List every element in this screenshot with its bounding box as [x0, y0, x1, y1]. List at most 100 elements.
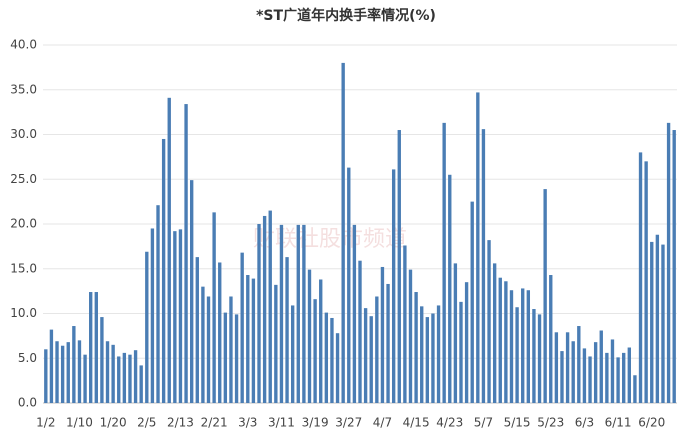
bar — [554, 332, 559, 403]
bar — [218, 262, 222, 403]
bar — [526, 290, 531, 403]
x-tick-label: 5/23 — [537, 416, 564, 430]
bar — [582, 348, 587, 403]
bar — [184, 104, 188, 403]
bar — [655, 234, 660, 403]
x-tick-label: 4/23 — [436, 416, 463, 430]
bar — [588, 356, 592, 403]
bar — [285, 257, 289, 403]
bar — [492, 263, 497, 403]
bar — [358, 260, 362, 403]
x-tick-label: 1/10 — [66, 416, 93, 430]
bar — [431, 313, 435, 403]
bar — [459, 301, 463, 403]
bar — [650, 241, 654, 403]
bar — [117, 356, 121, 403]
bar — [257, 224, 261, 403]
bar — [403, 245, 407, 403]
bar — [448, 174, 452, 403]
bar — [397, 130, 401, 403]
bar — [66, 342, 70, 403]
bar — [352, 224, 357, 403]
y-tick-label: 40.0 — [10, 38, 37, 52]
bar — [212, 212, 216, 403]
bar — [622, 352, 626, 403]
bar — [363, 308, 368, 403]
bar — [89, 292, 93, 403]
bar — [229, 296, 233, 403]
bar — [44, 349, 48, 403]
bar — [543, 189, 547, 403]
bar — [302, 224, 306, 403]
bar — [661, 244, 665, 403]
bar — [290, 305, 295, 403]
bar — [593, 342, 598, 403]
bar — [549, 275, 553, 403]
bar — [201, 286, 205, 403]
bar — [470, 201, 474, 403]
x-tick-label: 2/13 — [167, 416, 194, 430]
bar — [453, 263, 458, 403]
y-tick-label: 15.0 — [10, 261, 37, 275]
bar — [571, 341, 575, 403]
x-tick-label: 5/15 — [504, 416, 531, 430]
chart-title: *ST广道年内换手率情况(%) — [256, 7, 436, 24]
bar — [610, 339, 615, 403]
bar — [234, 314, 239, 403]
bar — [380, 266, 385, 403]
bar — [577, 326, 581, 403]
bar — [436, 305, 441, 403]
x-tick-label: 5/7 — [474, 416, 493, 430]
bar — [319, 279, 323, 403]
bar — [161, 138, 166, 403]
bar — [386, 283, 390, 403]
bar — [240, 252, 244, 403]
bar — [476, 92, 480, 403]
bar — [268, 210, 272, 403]
y-tick-label: 5.0 — [18, 351, 37, 365]
x-tick-label: 1/2 — [36, 416, 55, 430]
y-tick-label: 35.0 — [10, 82, 37, 96]
bar — [60, 345, 65, 403]
bar — [77, 340, 82, 403]
bar — [189, 180, 194, 403]
bar — [442, 122, 446, 404]
bar — [167, 97, 171, 404]
bar — [251, 278, 256, 403]
x-tick-label: 3/19 — [302, 416, 329, 430]
bar — [100, 317, 104, 403]
bar — [644, 161, 648, 403]
bar — [369, 316, 373, 403]
bar — [487, 240, 491, 403]
bar — [481, 129, 486, 403]
bar — [246, 275, 250, 403]
bar — [156, 205, 160, 403]
bar — [515, 307, 519, 403]
bar — [49, 329, 54, 403]
bar — [122, 352, 127, 403]
bar — [94, 292, 98, 403]
bar — [560, 351, 564, 403]
bar — [464, 282, 469, 403]
bar — [391, 169, 396, 403]
x-tick-label: 6/20 — [638, 416, 665, 430]
bar — [498, 277, 502, 403]
x-tick-label: 6/11 — [605, 416, 632, 430]
bar — [195, 257, 199, 403]
y-tick-label: 0.0 — [18, 396, 37, 410]
x-tick-label: 6/3 — [575, 416, 594, 430]
bar — [128, 354, 132, 403]
bar — [262, 215, 267, 403]
x-tick-label: 2/21 — [201, 416, 228, 430]
x-tick-label: 2/5 — [137, 416, 156, 430]
bar — [599, 330, 603, 403]
bar — [509, 290, 514, 403]
bar — [307, 269, 312, 403]
bar — [341, 62, 345, 404]
bar — [296, 224, 300, 403]
x-tick-label: 1/20 — [100, 416, 127, 430]
bar — [537, 314, 542, 403]
bar — [72, 326, 76, 403]
bar — [375, 296, 379, 403]
